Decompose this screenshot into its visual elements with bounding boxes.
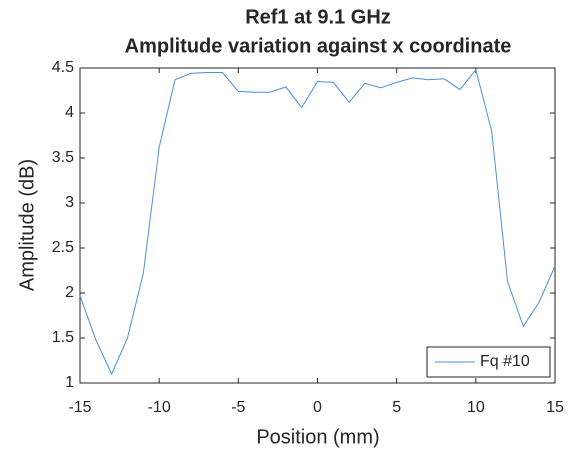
x-tick-label: -10	[148, 399, 171, 416]
chart-title: Ref1 at 9.1 GHz	[245, 6, 391, 28]
y-tick-label: 4.5	[52, 59, 74, 76]
y-tick-label: 2	[65, 284, 74, 301]
y-tick-label: 1.5	[52, 329, 74, 346]
x-tick-label: 10	[467, 399, 485, 416]
chart-title: Amplitude variation against x coordinate	[125, 35, 512, 57]
x-tick-label: 0	[313, 399, 322, 416]
y-tick-label: 2.5	[52, 239, 74, 256]
legend-label: Fq #10	[480, 353, 530, 370]
plot-area	[79, 67, 556, 384]
y-tick-label: 4	[65, 104, 74, 121]
y-tick-label: 3.5	[52, 149, 74, 166]
x-tick-label: -15	[68, 399, 91, 416]
x-tick-label: -5	[231, 399, 245, 416]
x-axis-label: Position (mm)	[256, 426, 379, 448]
x-tick-label: 5	[392, 399, 401, 416]
x-tick-label: 15	[546, 399, 564, 416]
y-tick-label: 1	[65, 374, 74, 391]
y-tick-label: 3	[65, 194, 74, 211]
data-line	[79, 68, 556, 376]
y-axis-label: Amplitude (dB)	[16, 159, 38, 291]
